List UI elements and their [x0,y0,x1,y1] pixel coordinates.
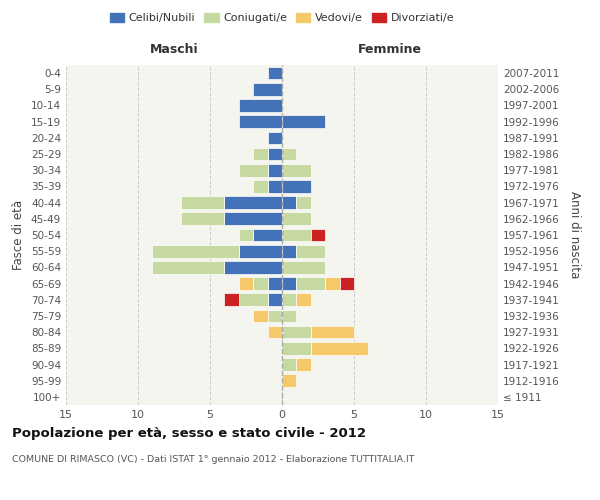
Bar [282,212,311,225]
Bar [268,180,282,192]
Bar [282,228,311,241]
Bar [282,326,311,338]
Bar [268,294,282,306]
Bar [311,326,354,338]
Bar [296,294,311,306]
Bar [296,278,325,290]
Bar [268,148,282,160]
Bar [268,132,282,144]
Text: Popolazione per età, sesso e stato civile - 2012: Popolazione per età, sesso e stato civil… [12,428,366,440]
Bar [239,228,253,241]
Bar [311,228,325,241]
Bar [253,148,268,160]
Bar [282,278,296,290]
Bar [253,180,268,192]
Bar [296,196,311,209]
Bar [282,116,325,128]
Bar [296,358,311,371]
Bar [325,278,340,290]
Bar [340,278,354,290]
Text: COMUNE DI RIMASCO (VC) - Dati ISTAT 1° gennaio 2012 - Elaborazione TUTTITALIA.IT: COMUNE DI RIMASCO (VC) - Dati ISTAT 1° g… [12,455,415,464]
Bar [282,374,296,387]
Bar [152,245,239,258]
Bar [282,196,296,209]
Bar [152,261,224,274]
Bar [268,310,282,322]
Bar [239,116,282,128]
Bar [268,326,282,338]
Bar [181,212,224,225]
Bar [224,212,282,225]
Bar [253,83,282,96]
Bar [282,294,296,306]
Bar [239,164,268,176]
Bar [268,164,282,176]
Y-axis label: Fasce di età: Fasce di età [13,200,25,270]
Bar [224,196,282,209]
Bar [239,278,253,290]
Bar [282,342,311,354]
Bar [296,245,325,258]
Bar [224,294,239,306]
Bar [268,278,282,290]
Bar [282,148,296,160]
Bar [253,278,268,290]
Bar [311,342,368,354]
Text: Maschi: Maschi [149,43,199,56]
Bar [282,358,296,371]
Bar [224,261,282,274]
Bar [282,245,296,258]
Bar [282,310,296,322]
Bar [282,180,311,192]
Bar [282,261,325,274]
Bar [181,196,224,209]
Bar [282,164,311,176]
Bar [268,67,282,80]
Bar [253,310,268,322]
Bar [253,228,282,241]
Text: Femmine: Femmine [358,43,422,56]
Bar [239,294,268,306]
Bar [239,245,282,258]
Bar [239,99,282,112]
Y-axis label: Anni di nascita: Anni di nascita [568,192,581,278]
Legend: Celibi/Nubili, Coniugati/e, Vedovi/e, Divorziati/e: Celibi/Nubili, Coniugati/e, Vedovi/e, Di… [106,8,458,28]
